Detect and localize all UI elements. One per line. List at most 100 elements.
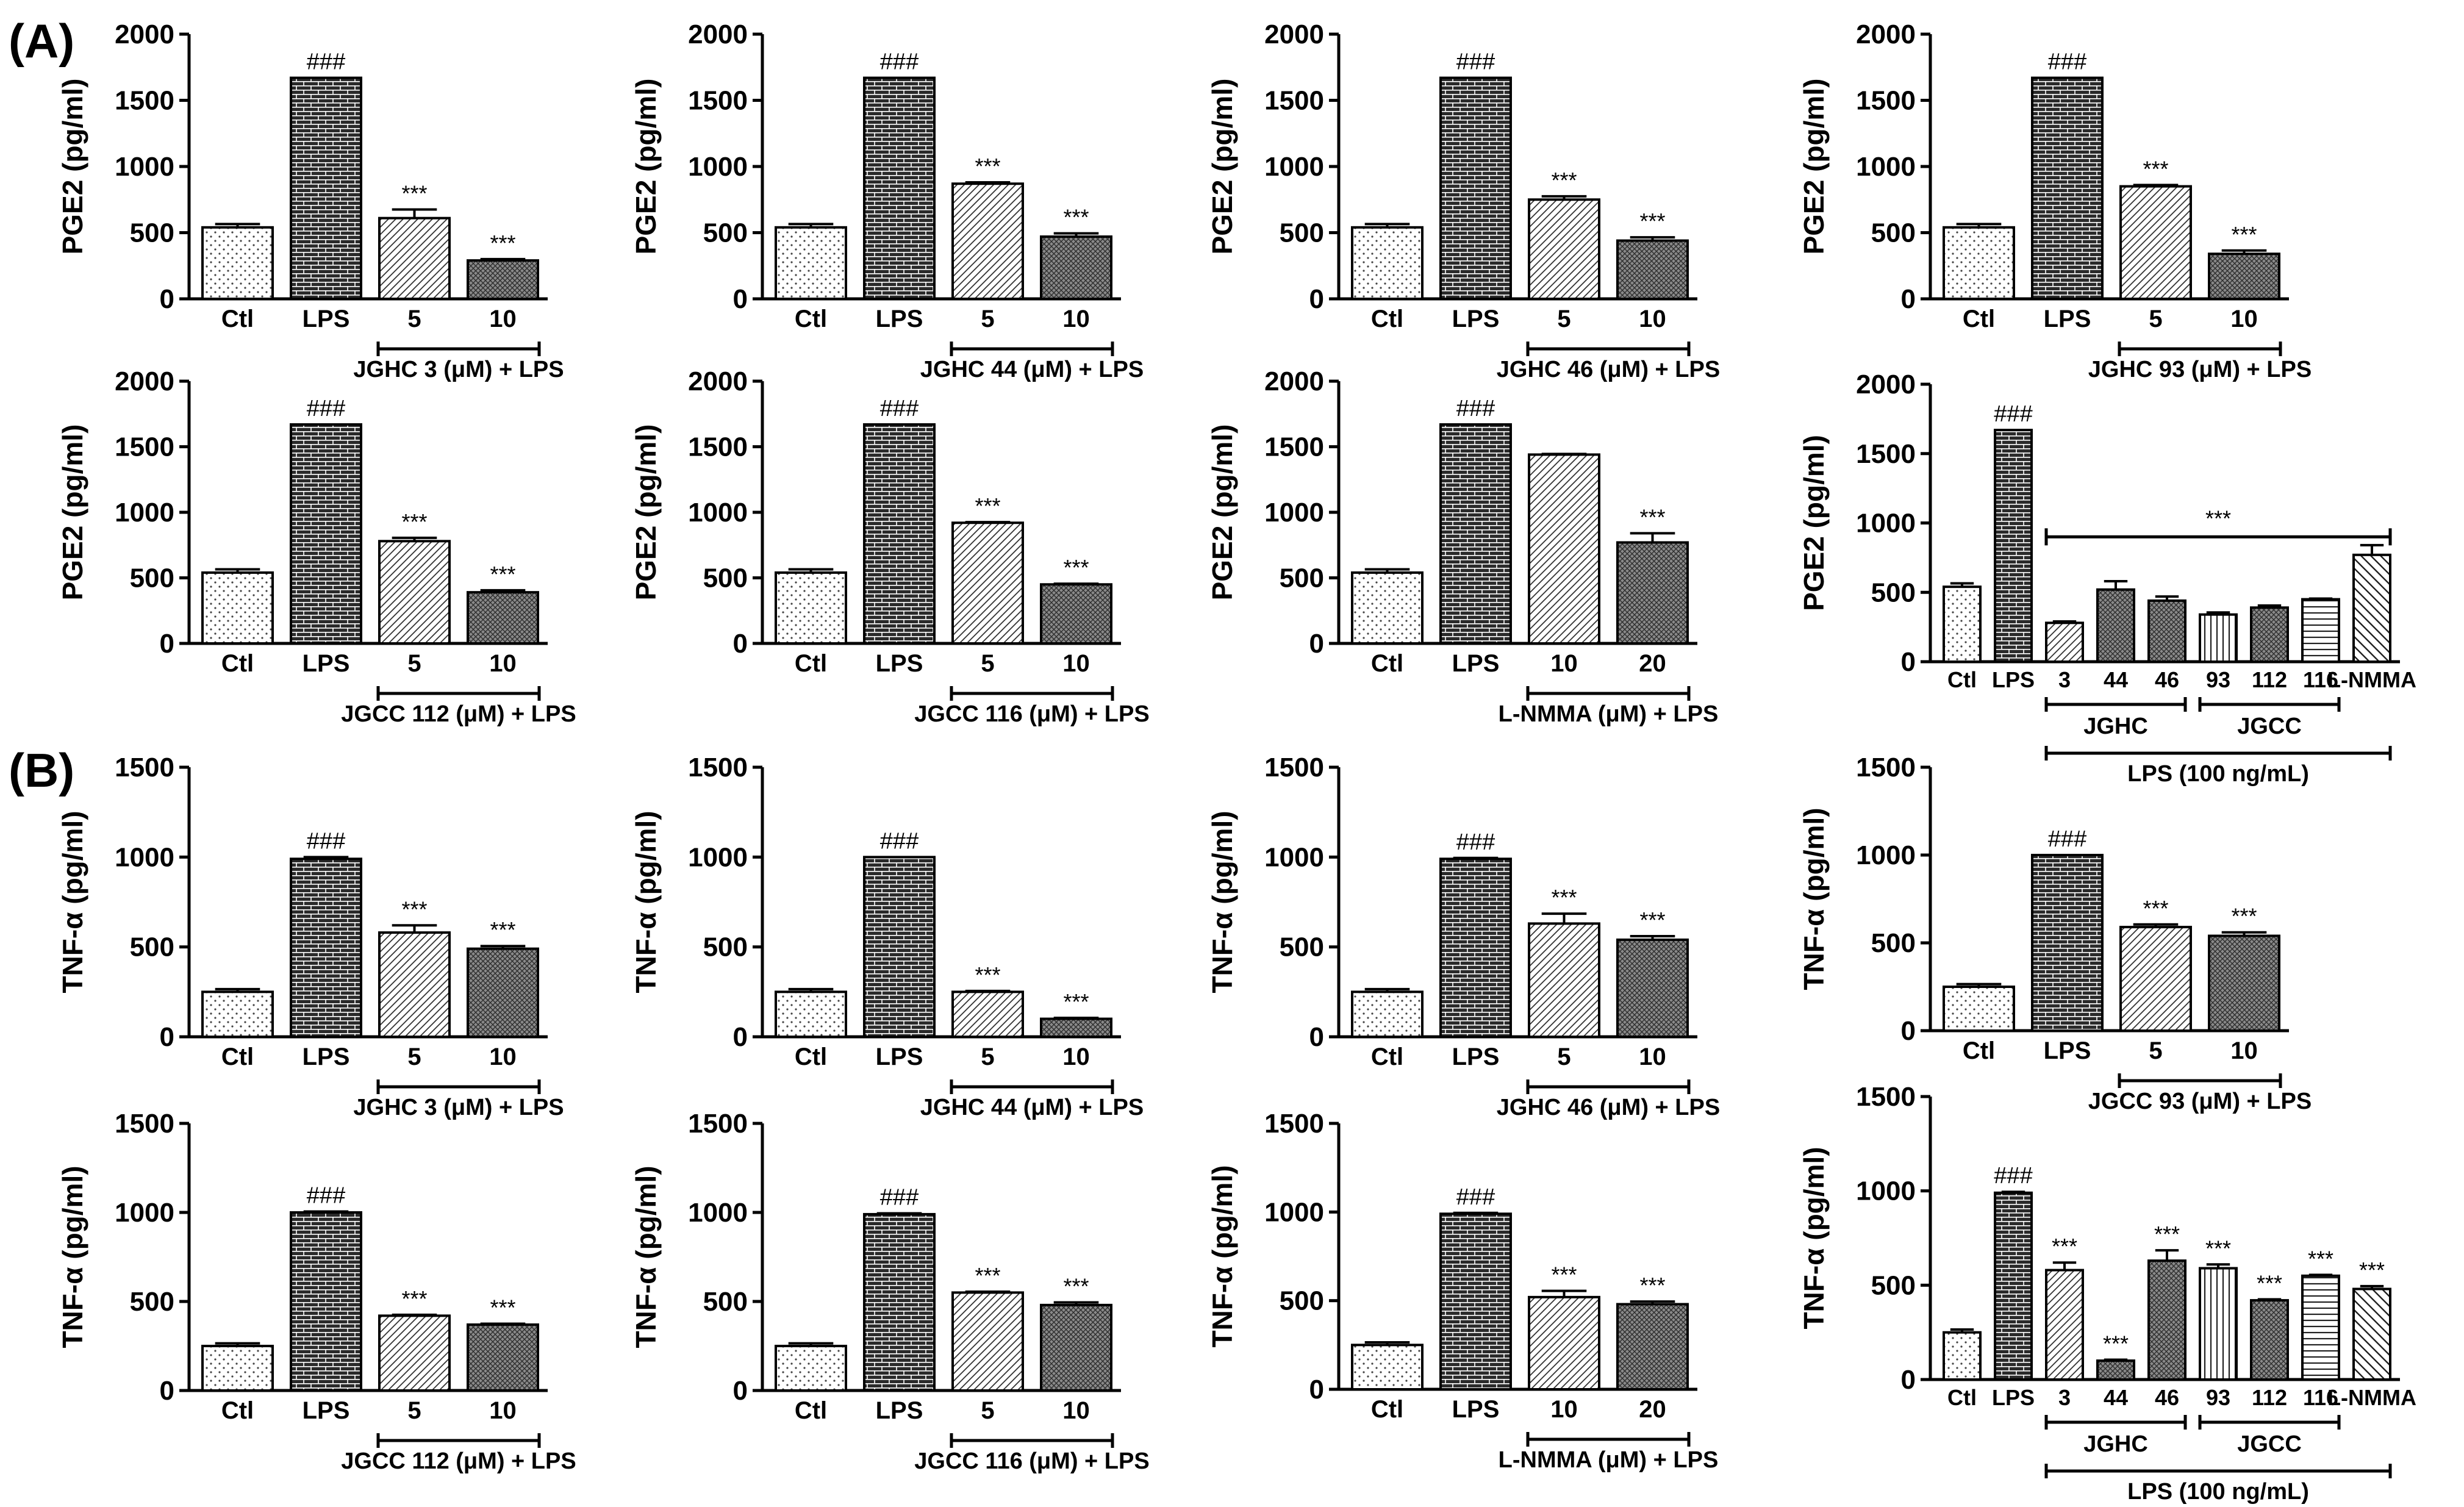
bar [1040,235,1112,301]
x-tick-label: Ctl [1947,1385,1977,1410]
x-tick-label: 46 [2155,667,2179,692]
y-tick-label: 500 [703,932,748,962]
data-label: *** [401,897,427,922]
y-tick-label: 2000 [1856,370,1916,399]
data-label: ### [307,828,345,854]
data-label: ### [307,49,345,75]
data-label: ### [2048,826,2086,852]
data-label: *** [2154,1222,2180,1247]
group-label: JGHC 46 (μM) + LPS [1497,357,1720,382]
x-tick-label: Ctl [221,1043,254,1070]
panel-label-a: (A) [9,14,75,68]
y-tick-label: 1500 [1856,439,1916,469]
data-label: ### [1456,829,1495,855]
bar [378,217,451,300]
y-tick-label: 2000 [1264,20,1324,49]
x-tick-label: LPS [1452,1396,1500,1423]
data-label: ### [1456,396,1495,421]
x-tick-label: Ctl [1371,1396,1403,1423]
y-tick-label: 500 [1280,932,1324,962]
y-tick-label: 1500 [1856,86,1916,116]
x-tick-label: LPS [303,1397,350,1424]
bar [1528,453,1600,645]
y-tick-label: 1500 [115,432,174,462]
data-label: *** [2052,1234,2077,1259]
y-tick-label: 0 [1309,1375,1324,1405]
data-label: ### [1456,49,1495,75]
bar [1351,990,1424,1039]
y-axis-label: PGE2 (pg/ml) [57,79,88,255]
chart-11: 0 500 1000 1500 TNF-α (pg/ml) Ctl ### LPS *** 5 **… [1206,753,1720,1120]
y-axis-label: PGE2 (pg/ml) [1798,435,1830,611]
x-tick-label: 5 [407,1397,421,1424]
bar [1040,1017,1112,1038]
y-axis-label: TNF-α (pg/ml) [57,811,88,993]
data-label: *** [2103,1331,2129,1356]
bar [1616,938,1689,1038]
y-tick-label: 1500 [115,86,174,116]
bar [1994,429,2033,663]
x-tick-label: 10 [1062,1397,1090,1424]
group-label: JGHC 3 (μM) + LPS [353,1095,564,1120]
y-tick-label: 500 [703,564,748,593]
bar [290,857,362,1039]
y-axis-label: PGE2 (pg/ml) [57,424,88,601]
data-label: *** [1063,555,1089,580]
y-tick-label: 1500 [688,86,748,116]
data-label: *** [1639,209,1665,234]
y-axis-label: TNF-α (pg/ml) [1798,1147,1830,1329]
x-tick-label: 3 [2058,667,2071,692]
x-tick-label: 112 [2252,667,2287,692]
y-tick-label: 1500 [688,753,748,782]
chart-3: 0 500 1000 1500 2000 PGE2 (pg/ml) Ctl ### LPS ***… [1206,20,1720,382]
bar [1439,423,1512,645]
bar [1994,1191,2033,1381]
x-tick-label: LPS [303,650,350,677]
bar [378,1314,451,1392]
x-tick-label: 10 [1062,650,1090,677]
data-label: ### [1994,1163,2032,1189]
y-tick-label: 1500 [115,753,174,782]
y-tick-label: 1500 [1264,753,1324,782]
x-tick-label: LPS [1452,1043,1500,1070]
x-tick-label: 5 [981,1397,994,1424]
y-axis-label: TNF-α (pg/ml) [57,1165,88,1348]
bar [863,76,936,301]
data-label: ### [880,1184,919,1210]
x-tick-label: 10 [489,650,517,677]
group-label: JGCC 93 (μM) + LPS [2088,1089,2312,1114]
x-tick-label: L-NMMA [2327,667,2416,692]
y-tick-label: 2000 [1264,367,1324,396]
y-tick-label: 500 [703,1287,748,1317]
bar [951,990,1024,1039]
data-label: *** [1639,504,1665,529]
y-tick-label: 1500 [115,1109,174,1139]
bar [2301,1274,2340,1381]
y-axis-label: PGE2 (pg/ml) [630,79,662,255]
bar [201,226,274,301]
x-tick-label: 10 [1062,1043,1090,1070]
x-tick-label: 5 [1557,1043,1570,1070]
x-tick-label: 10 [2230,306,2258,332]
y-tick-label: 2000 [1856,20,1916,49]
bar [863,856,936,1039]
y-tick-label: 0 [1901,1016,1916,1046]
x-tick-label: 10 [1550,650,1578,677]
bar [2352,553,2391,664]
bar [951,1291,1024,1392]
bar [1943,986,2015,1032]
x-tick-label: LPS [1452,650,1500,677]
group-label: L-NMMA (μM) + LPS [1499,1447,1719,1473]
bar [467,259,539,301]
y-axis-label: PGE2 (pg/ml) [1798,79,1830,255]
x-tick-label: 44 [2104,1385,2128,1410]
chart-13: 0 500 1000 1500 TNF-α (pg/ml) Ctl ### LPS *** 5 **… [57,1109,576,1474]
y-tick-label: 1000 [688,842,748,872]
bar [775,571,847,645]
data-label: *** [975,493,1000,518]
bar [951,182,1024,300]
data-label: *** [1639,907,1665,932]
bar [1439,857,1512,1039]
bar [1040,583,1112,645]
x-tick-label: LPS [876,1397,923,1424]
